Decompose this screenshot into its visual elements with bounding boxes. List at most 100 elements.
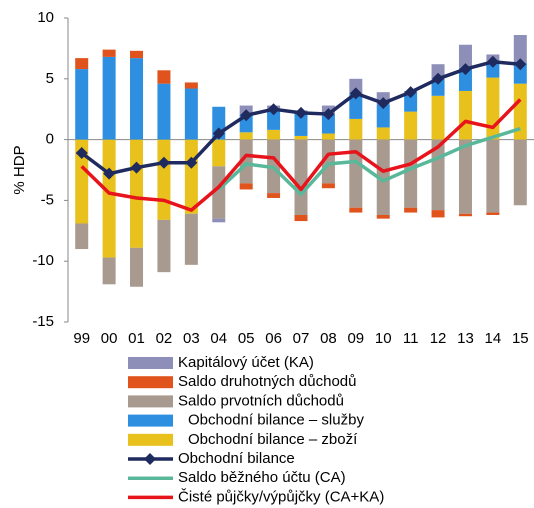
legend-swatch: [128, 433, 173, 446]
bar-segment: [321, 183, 335, 189]
bar-segment: [486, 77, 500, 140]
legend-marker: [144, 453, 156, 465]
line-marker: [130, 161, 143, 174]
bar-segment: [184, 213, 198, 265]
bar-segment: [239, 139, 253, 184]
legend-swatch: [128, 414, 173, 427]
bar-segment: [404, 207, 418, 213]
bar-segment: [404, 139, 418, 208]
y-tick-label: -5: [41, 191, 54, 208]
line-marker: [212, 127, 225, 140]
bar-segment: [157, 219, 171, 273]
bar-segment: [239, 132, 253, 140]
x-tick-label: 08: [320, 330, 337, 347]
bar-segment: [458, 139, 472, 214]
bar-segment: [212, 166, 226, 219]
line-marker: [240, 109, 253, 122]
x-tick-label: 09: [347, 330, 364, 347]
legend-label: Obchodní bilance – zboží: [188, 431, 358, 448]
legend-label: Obchodní bilance: [178, 450, 295, 467]
line-marker: [185, 156, 198, 169]
x-tick-label: 04: [210, 330, 227, 347]
bar-segment: [212, 139, 226, 167]
line-marker: [322, 108, 335, 121]
bar-segment: [294, 112, 308, 136]
line-marker: [157, 156, 170, 169]
bar-segment: [458, 90, 472, 140]
line-marker: [514, 58, 527, 71]
bar-segment: [212, 218, 226, 223]
bar-segment: [294, 135, 308, 140]
legend-swatch: [128, 395, 173, 408]
line-marker: [349, 87, 362, 100]
bar-segment: [349, 207, 363, 213]
legend-label: Čisté půjčky/výpůjčky (CA+KA): [178, 488, 384, 505]
bar-segment: [102, 257, 116, 285]
bar-segment: [513, 139, 527, 206]
legend-swatch: [128, 357, 173, 369]
bar-segment: [239, 183, 253, 190]
bar-segment: [458, 67, 472, 91]
bar-segment: [157, 139, 171, 220]
x-tick-label: 12: [430, 330, 447, 347]
line: [80, 98, 522, 212]
bar-segment: [321, 114, 335, 134]
line-marker: [267, 103, 280, 116]
line-marker: [459, 63, 472, 76]
bar-segment: [267, 193, 281, 198]
bar-segment: [486, 139, 500, 213]
bar-segment: [294, 214, 308, 222]
legend-label: Saldo běžného účtu (CA): [178, 469, 346, 486]
x-tick-label: 15: [512, 330, 529, 347]
line-marker: [377, 97, 390, 110]
bar-segment: [513, 83, 527, 140]
line-marker: [432, 72, 445, 85]
bar-segment: [431, 95, 445, 140]
y-tick-label: -15: [32, 313, 54, 330]
bar-segment: [349, 118, 363, 140]
bar-segment: [130, 247, 144, 287]
bar-segment: [294, 139, 308, 215]
bar-segment: [376, 214, 390, 219]
bar-segment: [458, 44, 472, 68]
x-tick-label: 11: [403, 330, 419, 347]
bar-segment: [157, 83, 171, 140]
bar-segment: [376, 139, 390, 215]
x-tick-label: 03: [183, 330, 200, 347]
bar-segment: [184, 139, 198, 214]
bar-segment: [75, 58, 89, 70]
legend-swatch: [128, 376, 173, 389]
bar-segment: [75, 223, 89, 250]
bar-segment: [349, 78, 363, 94]
line-marker: [295, 106, 307, 119]
line-marker: [486, 55, 499, 68]
bar-segment: [267, 129, 281, 140]
x-tick-label: 10: [375, 330, 392, 347]
bar-segment: [431, 64, 445, 79]
bar-segment: [102, 139, 116, 258]
bar-segment: [267, 109, 281, 130]
legend-label: Obchodní bilance – služby: [188, 412, 364, 429]
legend-label: Saldo prvotních důchodů: [178, 392, 344, 409]
bar-segment: [349, 93, 363, 119]
x-tick-label: 99: [73, 330, 90, 347]
bar-segment: [404, 111, 418, 140]
x-tick-label: 05: [238, 330, 255, 347]
y-tick-label: 5: [46, 70, 54, 87]
bar-segment: [184, 82, 198, 89]
bar-segment: [513, 35, 527, 63]
bar-segment: [349, 139, 363, 208]
bar-segment: [321, 133, 335, 140]
x-tick-label: 13: [457, 330, 474, 347]
legend-label: Kapitálový účet (KA): [178, 354, 314, 371]
x-tick-label: 06: [265, 330, 282, 347]
bar-segment: [130, 139, 144, 248]
bar-segment: [458, 213, 472, 217]
y-tick-label: 10: [37, 9, 54, 26]
line: [217, 126, 521, 197]
bar-segment: [157, 70, 171, 84]
y-tick-label: -10: [32, 252, 54, 269]
bar-segment: [75, 69, 89, 140]
bar-segment: [321, 139, 335, 184]
